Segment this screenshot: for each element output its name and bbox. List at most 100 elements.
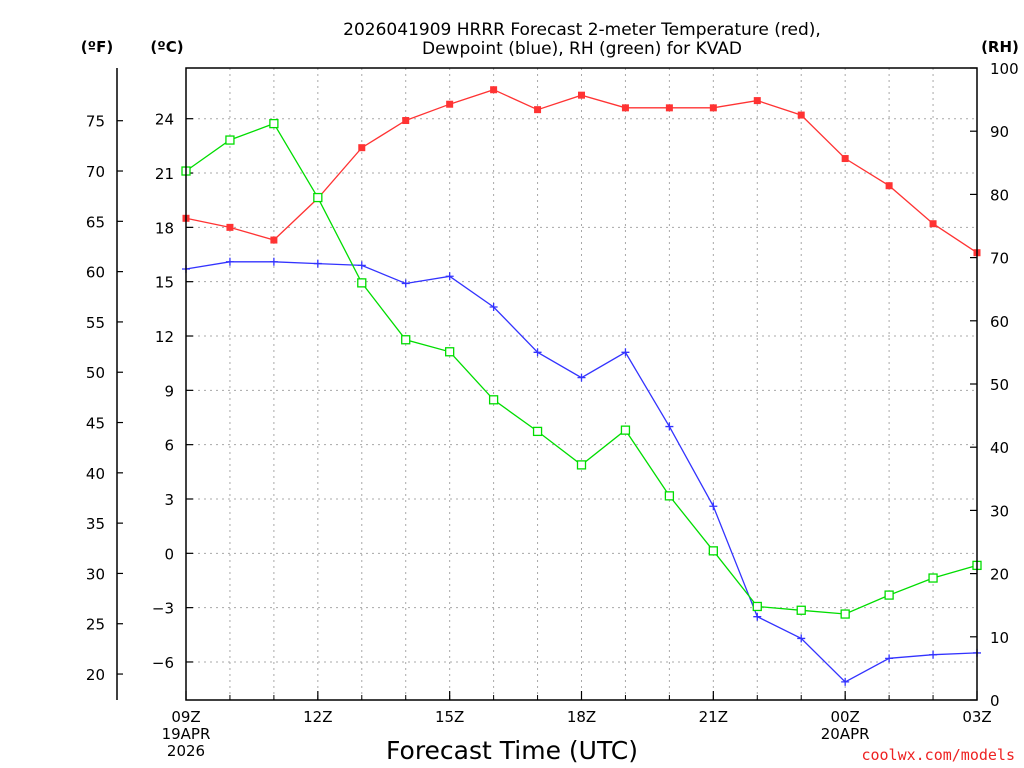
celsius-axis: −6 −3 0 3 6 9 12 15 18 21 24 xyxy=(152,111,193,672)
temperature-point xyxy=(841,155,849,163)
temperature-point xyxy=(885,182,893,190)
rh-point xyxy=(401,335,411,345)
rh-tick-label: 70 xyxy=(990,250,1009,268)
rh-point xyxy=(796,605,806,615)
celsius-tick-label: 24 xyxy=(155,111,174,129)
rh-point xyxy=(928,573,938,583)
dewpoint-point xyxy=(665,422,674,431)
dewpoint-point xyxy=(841,677,850,686)
celsius-tick-label: 9 xyxy=(164,382,174,400)
dewpoint-point xyxy=(313,259,322,268)
rh-point xyxy=(488,395,499,405)
dewpoint-point xyxy=(357,261,366,270)
celsius-tick-label: 15 xyxy=(155,274,174,292)
rh-tick-label: 60 xyxy=(990,313,1009,331)
fahrenheit-tick-label: 65 xyxy=(86,213,105,231)
dewpoint-point xyxy=(445,272,454,281)
temperature-point xyxy=(226,223,234,231)
dewpoint-point xyxy=(577,373,586,382)
celsius-tick-label: −6 xyxy=(152,654,174,672)
x-tick-label: 00Z xyxy=(830,708,859,726)
chart-title-line-2: Dewpoint (blue), RH (green) for KVAD xyxy=(422,39,742,59)
series-rh xyxy=(181,118,982,619)
rh-point xyxy=(620,425,631,435)
x-tick-label: 12Z xyxy=(303,708,332,726)
temperature-point xyxy=(578,91,585,99)
fahrenheit-tick-label: 45 xyxy=(86,415,105,433)
rh-unit-label: (RH) xyxy=(981,38,1019,56)
x-tick-label: 19APR xyxy=(162,725,211,743)
x-tick-label: 21Z xyxy=(699,708,728,726)
rh-point xyxy=(752,601,762,612)
rh-tick-label: 20 xyxy=(990,566,1009,584)
dewpoint-point xyxy=(225,257,234,266)
x-axis-label: Forecast Time (UTC) xyxy=(386,736,638,765)
rh-point xyxy=(664,491,675,501)
celsius-tick-label: 21 xyxy=(155,165,174,183)
x-tick-label: 15Z xyxy=(435,708,464,726)
x-tick-label: 03Z xyxy=(962,708,991,726)
rh-point xyxy=(313,192,323,203)
rh-point xyxy=(708,546,718,556)
celsius-tick-label: 3 xyxy=(164,491,174,509)
fahrenheit-axis: 20 25 30 35 40 45 50 55 60 65 70 75 xyxy=(86,113,123,684)
fahrenheit-tick-label: 20 xyxy=(86,666,105,684)
rh-point xyxy=(576,460,587,470)
temperature-point xyxy=(270,236,278,244)
fahrenheit-tick-label: 60 xyxy=(86,264,105,282)
temperature-point xyxy=(665,104,673,112)
celsius-tick-label: 0 xyxy=(164,545,174,563)
fahrenheit-tick-label: 40 xyxy=(86,465,105,483)
rh-point xyxy=(840,609,850,619)
x-tick-label: 09Z xyxy=(171,708,200,726)
temperature-point xyxy=(797,111,805,119)
temperature-point xyxy=(534,106,542,114)
temperature-point xyxy=(621,104,629,112)
chart-title-line-1: 2026041909 HRRR Forecast 2-meter Tempera… xyxy=(343,20,821,40)
rh-point xyxy=(445,347,455,357)
dewpoint-point xyxy=(885,654,894,663)
temperature-point xyxy=(929,220,937,228)
fahrenheit-unit-label: (ºF) xyxy=(81,38,113,56)
celsius-tick-label: 6 xyxy=(164,437,174,455)
dewpoint-point xyxy=(709,502,718,511)
temperature-point xyxy=(753,97,761,105)
rh-tick-label: 90 xyxy=(990,123,1009,141)
dewpoint-point xyxy=(797,634,806,643)
rh-tick-label: 50 xyxy=(990,376,1009,394)
fahrenheit-tick-label: 75 xyxy=(86,113,105,131)
rh-point xyxy=(532,426,543,437)
x-tick-label: 2026 xyxy=(167,742,205,760)
dewpoint-point xyxy=(489,303,498,312)
x-tick-label: 20APR xyxy=(821,725,870,743)
rh-tick-label: 80 xyxy=(990,186,1009,204)
dewpoint-point xyxy=(269,257,278,266)
dewpoint-point xyxy=(753,612,762,621)
rh-point xyxy=(357,278,367,288)
temperature-point xyxy=(402,117,410,125)
series-dewpoint xyxy=(182,257,981,686)
celsius-unit-label: (ºC) xyxy=(150,38,183,56)
temperature-point xyxy=(446,100,454,108)
rh-point xyxy=(225,135,235,145)
series-layer xyxy=(181,86,982,686)
rh-tick-label: 10 xyxy=(990,629,1009,647)
plot-frame xyxy=(185,67,978,701)
rh-point xyxy=(269,118,279,129)
rh-tick-label: 100 xyxy=(990,60,1019,78)
fahrenheit-tick-label: 55 xyxy=(86,314,105,332)
dewpoint-point xyxy=(401,279,410,288)
credit-text: coolwx.com/models xyxy=(861,746,1015,764)
rh-tick-label: 40 xyxy=(990,439,1009,457)
temperature-point xyxy=(490,86,498,94)
celsius-tick-label: 12 xyxy=(155,328,174,346)
celsius-tick-label: −3 xyxy=(152,600,174,618)
celsius-tick-label: 18 xyxy=(155,219,174,237)
gridlines xyxy=(186,68,977,700)
fahrenheit-tick-label: 30 xyxy=(86,565,105,583)
rh-point xyxy=(884,590,894,600)
fahrenheit-tick-label: 50 xyxy=(86,364,105,382)
temperature-point xyxy=(358,144,366,152)
